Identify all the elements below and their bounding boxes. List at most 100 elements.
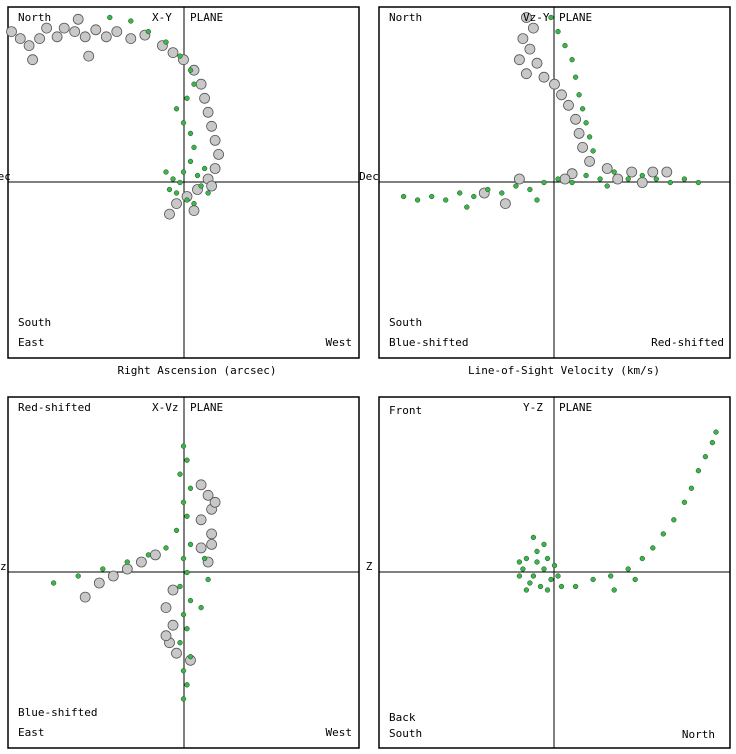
corner-bottom-left: East (18, 726, 45, 739)
data-point-green (639, 555, 645, 562)
panel-vzy-axis-left-label: Dec (359, 170, 379, 183)
panel-vzy-xlabel: Line-of-Sight Velocity (km/s) (468, 364, 660, 377)
data-point-green (163, 169, 169, 175)
data-point-gray (171, 647, 182, 659)
data-point-green (485, 186, 491, 193)
data-point-green (187, 158, 194, 165)
data-point-green (173, 106, 180, 112)
corner-mid-left: South (18, 316, 51, 329)
data-point-green (471, 193, 477, 200)
data-point-green (548, 576, 554, 583)
data-point-green (660, 531, 666, 537)
data-point-green (520, 566, 526, 572)
corner-bottom-right: West (326, 726, 353, 739)
data-point-green (530, 534, 537, 541)
data-point-green (583, 120, 589, 126)
data-point-green (187, 67, 194, 73)
data-point-green (586, 134, 593, 140)
data-point-gray (206, 120, 218, 132)
data-point-green (625, 176, 631, 182)
data-point-green (544, 555, 551, 562)
data-point-gray (125, 33, 137, 45)
data-point-green (187, 654, 194, 660)
data-point-gray (164, 208, 175, 220)
data-point-green (107, 14, 113, 21)
data-point-gray (167, 47, 179, 58)
data-point-green (527, 580, 533, 586)
data-point-gray (636, 177, 648, 188)
data-point-green (713, 429, 719, 435)
data-point-gray (149, 549, 161, 561)
data-point-green (695, 179, 702, 186)
data-point-green (191, 81, 197, 87)
data-point-green (688, 485, 695, 491)
data-point-green (180, 611, 187, 618)
data-point-green (205, 190, 211, 196)
data-point-gray (34, 33, 46, 45)
data-point-green (681, 176, 688, 182)
corner-bottom-right: Red-shifted (651, 336, 724, 349)
data-point-gray (160, 602, 172, 614)
panel-vzy: North Vz-Y PLANE South Blue-shifted Red-… (378, 6, 731, 359)
data-point-gray (167, 584, 179, 596)
data-point-green (180, 696, 187, 702)
data-point-green (702, 454, 709, 460)
data-point-gray (209, 496, 221, 508)
data-point-gray (500, 198, 511, 210)
data-point-gray (135, 556, 147, 568)
plane-word: PLANE (559, 11, 592, 24)
data-point-green (173, 527, 180, 534)
data-point-green (191, 144, 197, 151)
corner-mid-left: South (389, 316, 422, 329)
marks-yz (516, 429, 719, 593)
data-point-green (128, 18, 134, 24)
data-point-green (145, 28, 152, 35)
marks-vzy (400, 12, 702, 210)
data-point-green (513, 183, 519, 189)
data-point-green (184, 569, 190, 576)
data-point-gray (121, 563, 133, 575)
data-point-gray (563, 99, 574, 111)
data-point-green (100, 566, 106, 572)
data-point-green (198, 604, 204, 611)
data-point-green (499, 190, 505, 196)
data-point-green (671, 517, 677, 523)
data-point-green (695, 468, 702, 474)
data-point-gray (111, 26, 123, 38)
data-point-green (201, 165, 208, 172)
data-point-green (180, 120, 187, 126)
data-point-green (523, 555, 530, 562)
data-point-gray (171, 198, 182, 210)
plane-label: Y-Z (523, 401, 543, 414)
data-point-green (170, 176, 176, 182)
corner-top-left: Red-shifted (18, 401, 91, 414)
data-point-green (604, 183, 610, 189)
data-point-gray (160, 630, 172, 642)
data-point-gray (93, 577, 105, 589)
data-point-green (650, 545, 656, 551)
data-point-green (177, 179, 183, 186)
data-point-gray (206, 538, 218, 550)
data-point-gray (195, 479, 207, 491)
data-point-gray (6, 26, 17, 38)
data-point-gray (195, 78, 207, 90)
data-point-gray (570, 113, 582, 125)
data-point-gray (517, 33, 529, 45)
data-point-green (569, 179, 575, 186)
data-point-green (205, 576, 211, 583)
data-point-green (611, 169, 617, 175)
data-point-gray (577, 141, 589, 153)
panel-yz-axis-left-label: Z (366, 560, 373, 573)
data-point-green (625, 566, 631, 572)
data-point-green (187, 130, 194, 137)
data-point-gray (79, 591, 91, 603)
corner-bottom-left: East (18, 336, 45, 349)
data-point-green (516, 573, 523, 579)
data-point-green (681, 499, 688, 505)
data-point-green (569, 57, 575, 63)
data-point-gray (612, 173, 624, 185)
data-point-gray (549, 78, 560, 90)
data-point-green (166, 186, 173, 193)
data-point-green (527, 186, 533, 193)
data-point-green (555, 28, 561, 35)
